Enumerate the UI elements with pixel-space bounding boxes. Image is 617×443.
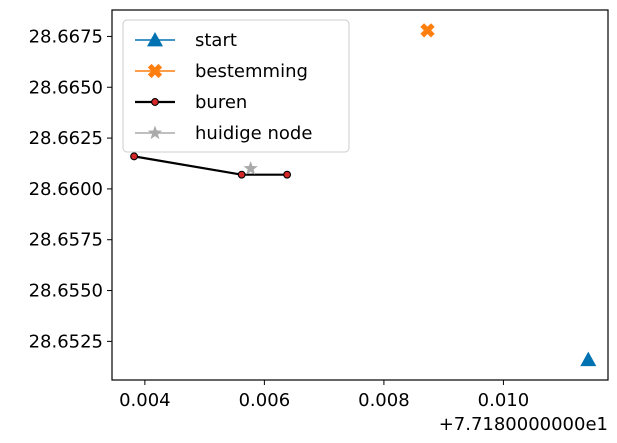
y-tick-label: 28.6550	[29, 281, 103, 302]
y-tick-label: 28.6675	[29, 26, 103, 47]
plot-frame	[111, 9, 609, 381]
y-tick-label: 28.6650	[29, 77, 103, 98]
series-bestemming	[420, 23, 435, 38]
legend-marker-bar-b	[147, 63, 163, 79]
y-tick-label: 28.6525	[29, 331, 103, 352]
x-tick-label: 0.008	[358, 390, 410, 411]
data-point	[283, 170, 292, 179]
legend-label: bestemming	[195, 61, 308, 82]
legend-entry-bestemming: bestemming	[135, 61, 308, 82]
series-start	[580, 351, 597, 367]
x-tick-label: 0.004	[119, 390, 171, 411]
y-tick-label: 28.6600	[29, 179, 103, 200]
legend-label: huidige node	[195, 123, 312, 144]
y-axis-ticks: 28.6525 28.6550 28.6575 28.6600 28.6625 28.66…	[29, 26, 112, 352]
series-line	[133, 155, 288, 176]
legend: start bestemming buren huidige node	[122, 19, 350, 153]
legend-label: start	[195, 30, 237, 51]
legend-marker	[147, 32, 163, 47]
legend-entry-start: start	[135, 30, 237, 51]
legend-label: buren	[195, 92, 247, 113]
series-huidige-node	[243, 161, 258, 175]
data-point-bar-b	[420, 23, 435, 38]
data-point	[130, 152, 139, 161]
legend-marker	[147, 125, 163, 140]
y-tick-label: 28.6575	[29, 230, 103, 251]
legend-marker	[147, 63, 163, 79]
data-point	[580, 351, 597, 367]
legend-marker	[151, 98, 159, 106]
data-point	[243, 161, 258, 175]
x-axis-ticks: 0.004 0.006 0.008 0.010	[119, 380, 529, 411]
x-tick-label: 0.010	[478, 390, 530, 411]
x-tick-label: 0.006	[239, 390, 291, 411]
x-offset-label: +7.7180000000e1	[439, 414, 608, 435]
legend-entry-huidige-node: huidige node	[135, 123, 312, 144]
data-point	[420, 23, 435, 38]
y-tick-label: 28.6625	[29, 128, 103, 149]
legend-entry-buren: buren	[135, 92, 247, 113]
plot-marks	[130, 23, 597, 367]
data-point	[237, 170, 246, 179]
legend-box	[122, 19, 350, 153]
series-buren	[130, 152, 292, 179]
